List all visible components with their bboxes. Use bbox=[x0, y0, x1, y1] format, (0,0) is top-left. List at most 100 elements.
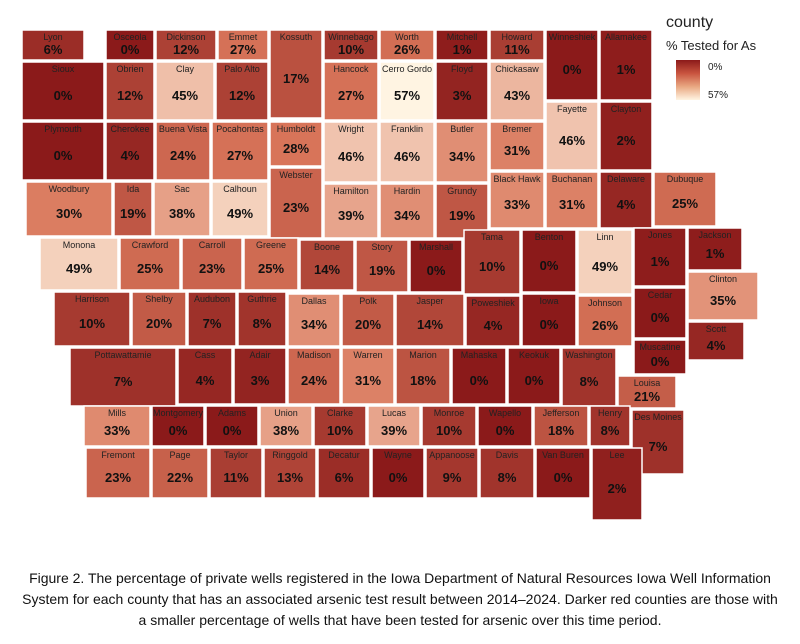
county-crawford: Crawford 25% bbox=[119, 237, 181, 291]
county-percent-obrien: 12% bbox=[117, 88, 143, 103]
county-fill-emmet bbox=[217, 29, 269, 61]
county-percent-buena-vista: 24% bbox=[170, 148, 196, 163]
county-name-dubuque: Dubuque bbox=[667, 174, 704, 184]
county-fill-madison bbox=[287, 347, 341, 405]
county-bremer: Bremer 31% bbox=[489, 121, 545, 171]
county-name-story: Story bbox=[371, 242, 393, 252]
county-name-cass: Cass bbox=[195, 350, 216, 360]
county-woodbury: Woodbury 30% bbox=[25, 181, 113, 237]
county-name-des-moines: Des Moines bbox=[634, 412, 682, 422]
county-name-union: Union bbox=[274, 408, 298, 418]
county-fill-woodbury bbox=[25, 181, 113, 237]
county-name-marshall: Marshall bbox=[419, 242, 453, 252]
county-percent-taylor: 11% bbox=[223, 470, 249, 485]
county-plymouth: Plymouth 0% bbox=[21, 121, 105, 181]
county-fill-harrison bbox=[53, 291, 131, 347]
county-name-shelby: Shelby bbox=[145, 294, 173, 304]
county-madison: Madison 24% bbox=[287, 347, 341, 405]
county-percent-winneshiek: 0% bbox=[563, 62, 582, 77]
county-fill-cass bbox=[177, 347, 233, 405]
county-percent-crawford: 25% bbox=[137, 261, 163, 276]
county-fill-jefferson bbox=[533, 405, 589, 447]
county-union: Union 38% bbox=[259, 405, 313, 447]
county-fill-clinton bbox=[687, 271, 759, 321]
county-name-fayette: Fayette bbox=[557, 104, 587, 114]
county-marion: Marion 18% bbox=[395, 347, 451, 405]
county-fill-warren bbox=[341, 347, 395, 405]
county-scott: Scott 4% bbox=[687, 321, 745, 361]
county-percent-clinton: 35% bbox=[710, 293, 736, 308]
county-percent-mitchell: 1% bbox=[453, 42, 472, 57]
county-name-pottawattamie: Pottawattamie bbox=[94, 350, 151, 360]
county-kossuth: Kossuth 17% bbox=[269, 29, 323, 119]
county-name-monona: Monona bbox=[63, 240, 96, 250]
county-pocahontas: Pocahontas 27% bbox=[211, 121, 269, 181]
county-fill-des-moines bbox=[631, 409, 685, 475]
county-fill-chickasaw bbox=[489, 61, 545, 121]
county-name-black-hawk: Black Hawk bbox=[493, 174, 541, 184]
county-name-keokuk: Keokuk bbox=[519, 350, 550, 360]
county-fill-howard bbox=[489, 29, 545, 61]
county-percent-wapello: 0% bbox=[496, 423, 515, 438]
county-name-clarke: Clarke bbox=[327, 408, 353, 418]
county-percent-adair: 3% bbox=[251, 373, 270, 388]
county-name-wayne: Wayne bbox=[384, 450, 412, 460]
county-fill-shelby bbox=[131, 291, 187, 347]
county-fill-dickinson bbox=[155, 29, 217, 61]
county-name-tama: Tama bbox=[481, 232, 503, 242]
county-hamilton: Hamilton 39% bbox=[323, 183, 379, 239]
county-fill-washington bbox=[561, 347, 617, 407]
county-percent-delaware: 4% bbox=[617, 197, 636, 212]
county-obrien: Obrien 12% bbox=[105, 61, 155, 121]
county-percent-mills: 33% bbox=[104, 423, 130, 438]
county-cass: Cass 4% bbox=[177, 347, 233, 405]
county-fill-poweshiek bbox=[465, 295, 521, 347]
county-franklin: Franklin 46% bbox=[379, 121, 435, 183]
county-fill-keokuk bbox=[507, 347, 561, 405]
county-name-scott: Scott bbox=[706, 324, 727, 334]
county-buchanan: Buchanan 31% bbox=[545, 171, 599, 229]
county-fill-pottawattamie bbox=[69, 347, 177, 407]
county-montgomery: Montgomery 0% bbox=[151, 405, 205, 447]
county-fill-marion bbox=[395, 347, 451, 405]
county-percent-boone: 14% bbox=[314, 262, 340, 277]
county-name-cedar: Cedar bbox=[648, 290, 673, 300]
county-name-winnebago: Winnebago bbox=[328, 32, 374, 42]
county-fill-mitchell bbox=[435, 29, 489, 61]
county-fill-mills bbox=[83, 405, 151, 447]
county-percent-monroe: 10% bbox=[436, 423, 462, 438]
legend-max-label: 57% bbox=[708, 90, 729, 101]
county-fill-winneshiek bbox=[545, 29, 599, 101]
county-fill-appanoose bbox=[425, 447, 479, 499]
county-fill-louisa bbox=[617, 375, 677, 409]
county-percent-black-hawk: 33% bbox=[504, 197, 530, 212]
county-washington: Washington 8% bbox=[561, 347, 617, 407]
county-fill-fremont bbox=[85, 447, 151, 499]
county-page: Page 22% bbox=[151, 447, 209, 499]
county-pottawattamie: Pottawattamie 7% bbox=[69, 347, 177, 407]
county-fill-decatur bbox=[317, 447, 371, 499]
county-percent-humboldt: 28% bbox=[283, 141, 309, 156]
county-percent-jones: 1% bbox=[651, 254, 670, 269]
county-name-jasper: Jasper bbox=[416, 296, 443, 306]
county-percent-calhoun: 49% bbox=[227, 206, 253, 221]
county-fill-hardin bbox=[379, 183, 435, 239]
county-name-allamakee: Allamakee bbox=[605, 32, 647, 42]
county-name-crawford: Crawford bbox=[132, 240, 169, 250]
county-fill-bremer bbox=[489, 121, 545, 171]
county-davis: Davis 8% bbox=[479, 447, 535, 499]
county-fill-muscatine bbox=[633, 339, 687, 375]
county-fill-kossuth bbox=[269, 29, 323, 119]
county-name-appanoose: Appanoose bbox=[429, 450, 475, 460]
county-winneshiek: Winneshiek 0% bbox=[545, 29, 599, 101]
county-fill-scott bbox=[687, 321, 745, 361]
county-percent-johnson: 26% bbox=[592, 318, 618, 333]
county-iowa: Iowa 0% bbox=[521, 293, 577, 347]
county-guthrie: Guthrie 8% bbox=[237, 291, 287, 347]
county-cedar: Cedar 0% bbox=[633, 287, 687, 339]
county-butler: Butler 34% bbox=[435, 121, 489, 183]
county-percent-guthrie: 8% bbox=[253, 316, 272, 331]
